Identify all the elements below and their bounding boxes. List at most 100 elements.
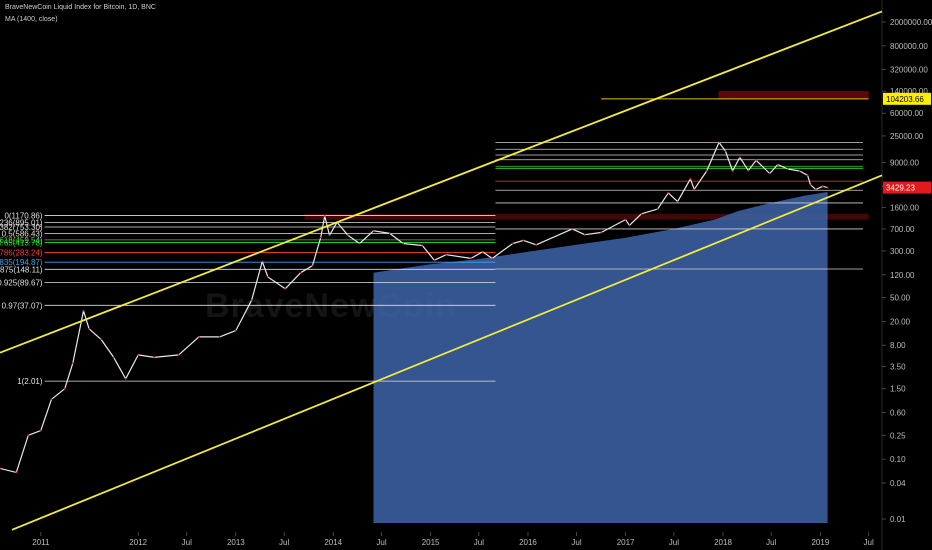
price-point: [124, 377, 127, 380]
fib-level-label: 0.786(283.24): [0, 248, 43, 257]
y-tick-label: 8.00: [890, 341, 906, 350]
x-tick-label: 2012: [129, 538, 147, 547]
price-point: [798, 170, 801, 172]
price-point: [806, 174, 809, 177]
y-tick-label: 140000.00: [890, 87, 928, 96]
price-point: [640, 212, 643, 215]
x-tick-label: Jul: [864, 538, 874, 547]
x-tick-label: 2011: [32, 538, 50, 547]
x-tick-label: 2014: [324, 538, 342, 547]
price-point: [15, 471, 18, 474]
x-tick-label: 2019: [811, 538, 829, 547]
target-zone-box: [718, 91, 869, 99]
price-point: [402, 242, 404, 245]
y-tick-label: 20.00: [890, 317, 911, 326]
price-point: [624, 218, 627, 221]
y-tick-label: 0.04: [890, 479, 906, 488]
price-point: [718, 141, 720, 144]
price-point: [153, 356, 156, 359]
price-point: [323, 215, 326, 217]
price-point: [358, 242, 361, 245]
x-tick-label: Jul: [474, 538, 484, 547]
price-point: [218, 336, 221, 338]
price-point: [511, 242, 514, 245]
price-point: [689, 178, 692, 180]
y-tick-label: 1600.00: [890, 203, 919, 212]
y-tick-label: 60000.00: [890, 109, 924, 118]
fib-level-label: 0.925(89.67): [0, 278, 43, 287]
price-point: [491, 257, 494, 260]
x-tick-label: Jul: [571, 538, 581, 547]
y-tick-label: 25000.00: [890, 132, 924, 141]
y-tick-label: 3.50: [890, 363, 906, 372]
price-point: [27, 434, 30, 437]
y-tick-label: 800000.00: [890, 42, 928, 51]
price-point: [809, 184, 812, 186]
price-point: [112, 356, 115, 359]
x-tick-label: Jul: [669, 538, 679, 547]
price-point: [319, 236, 322, 239]
x-tick-label: 2013: [227, 538, 245, 547]
price-point: [50, 398, 53, 401]
x-tick-label: 2018: [714, 538, 732, 547]
price-point: [755, 159, 757, 162]
price-tag-label: 104203.66: [886, 95, 924, 104]
fib-level-label: 0.875(148.11): [0, 265, 43, 274]
fib-level-label: 0.835(194.87): [0, 258, 43, 267]
indicator-legend: MA (1400, close): [5, 16, 58, 23]
price-point: [667, 192, 670, 194]
price-point: [821, 185, 824, 188]
y-tick-label: 0.01: [890, 515, 906, 524]
y-tick-label: 0.10: [890, 455, 906, 464]
price-point: [71, 362, 74, 365]
price-point: [234, 329, 237, 332]
chart-title: BraveNewCoin Liquid Index for Bitcoin, 1…: [5, 4, 156, 11]
x-tick-label: Jul: [766, 538, 776, 547]
price-point: [388, 232, 391, 235]
fib-level-label: 0.236(895.01): [0, 219, 43, 228]
price-point: [522, 239, 525, 242]
price-point: [628, 224, 631, 227]
price-point: [600, 231, 602, 234]
price-point: [705, 170, 708, 172]
lower-channel-line: [11, 174, 883, 531]
fib-level-label: 0.382(753.30): [0, 223, 43, 232]
price-point: [433, 259, 436, 262]
upper-channel-line: [0, 10, 883, 354]
price-point: [137, 354, 140, 356]
price-point: [347, 234, 349, 237]
x-tick-label: Jul: [279, 538, 289, 547]
price-point: [676, 200, 679, 203]
price-point: [177, 354, 180, 356]
price-point: [738, 156, 741, 159]
y-tick-label: 0.60: [890, 409, 906, 418]
price-point: [776, 163, 779, 166]
resistance-zone-box: [304, 213, 869, 220]
price-point: [724, 150, 727, 152]
price-point: [470, 257, 472, 260]
price-point: [571, 228, 574, 230]
price-point: [826, 186, 829, 189]
ma-1400-area: [373, 192, 828, 523]
price-point: [656, 208, 659, 211]
price-point: [731, 170, 734, 172]
x-tick-label: Jul: [376, 538, 386, 547]
price-point: [747, 169, 750, 172]
price-point: [445, 253, 448, 256]
y-tick-label: 1.50: [890, 385, 906, 394]
price-point: [786, 168, 789, 170]
price-point: [100, 338, 102, 341]
y-tick-label: 120.00: [890, 271, 915, 280]
price-point: [535, 243, 538, 246]
price-point: [481, 250, 484, 253]
price-point: [267, 276, 269, 278]
y-tick-label: 2000000.00: [890, 18, 932, 27]
fib-level-label: 1(2.01): [17, 377, 43, 386]
price-point: [197, 336, 200, 338]
y-tick-label: 300.00: [890, 247, 915, 256]
price-point: [328, 234, 331, 237]
price-point: [311, 264, 314, 267]
y-tick-label: 9000.00: [890, 159, 919, 168]
